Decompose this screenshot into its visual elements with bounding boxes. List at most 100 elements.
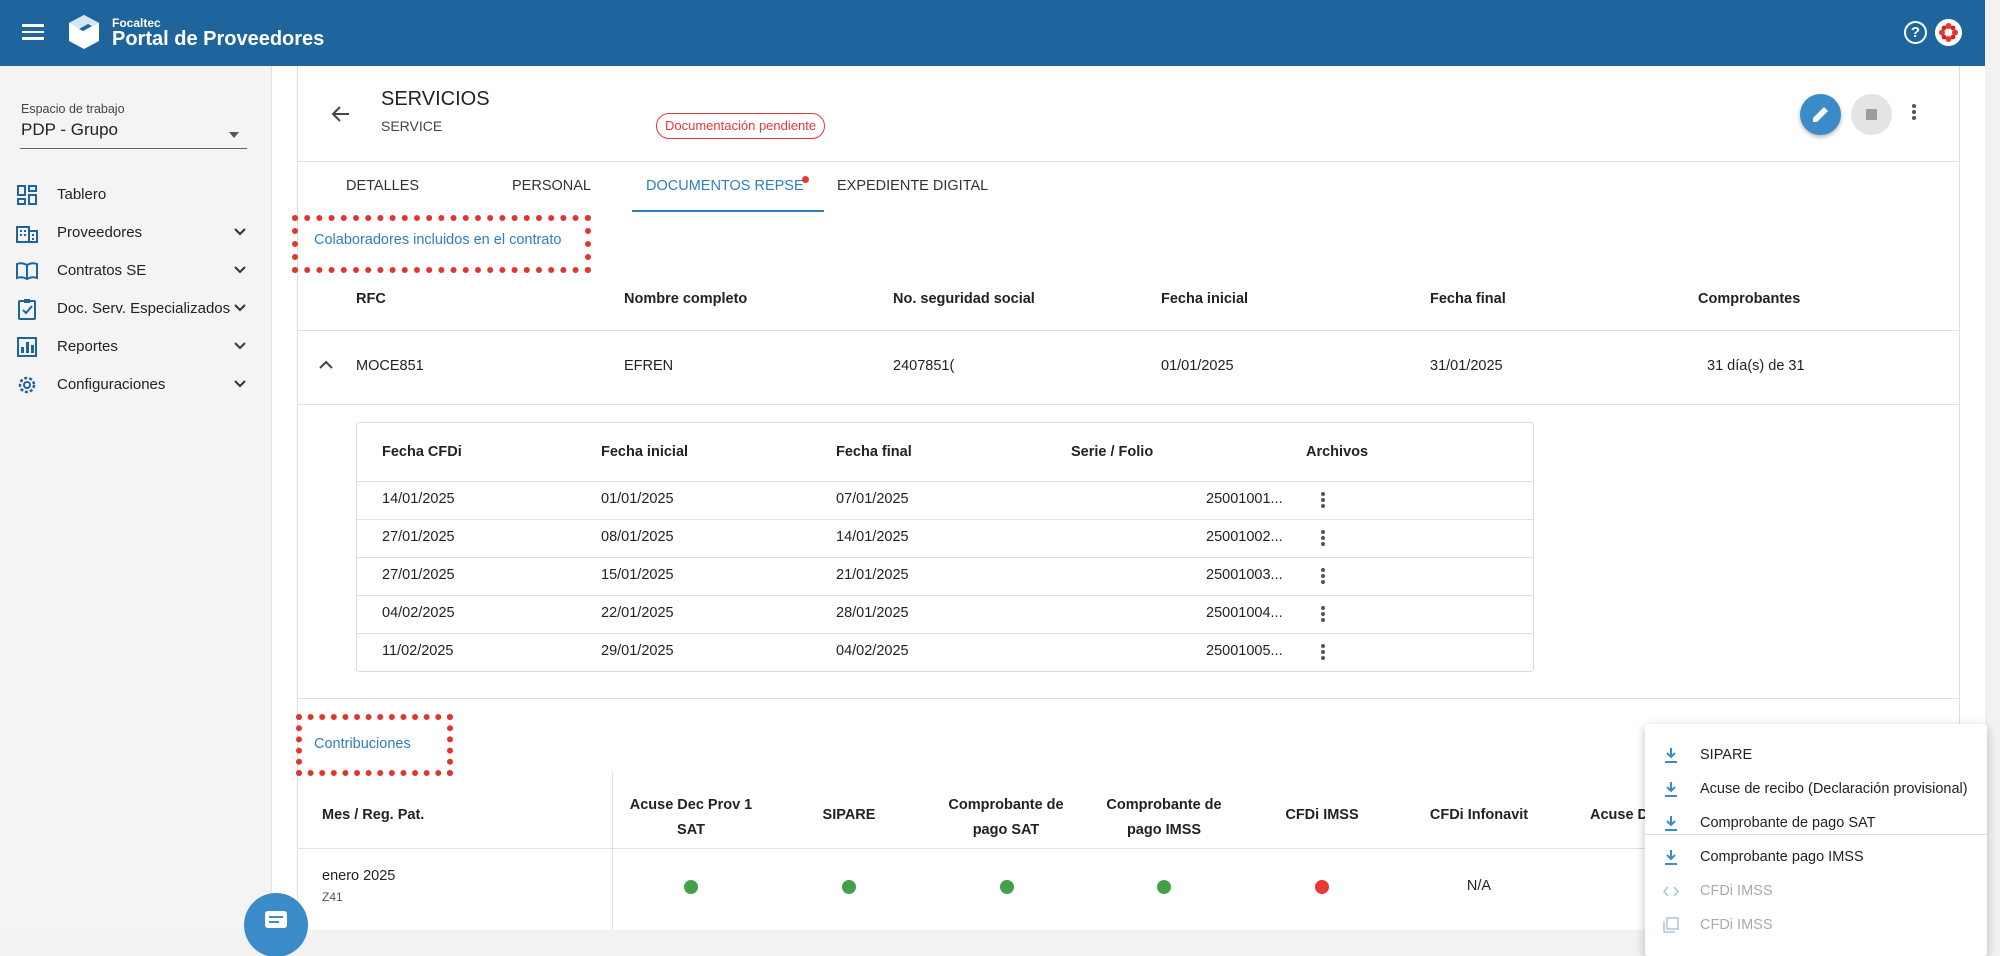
cell-fecha-final: 14/01/2025 bbox=[836, 529, 909, 545]
sidebar-item-label: Proveedores bbox=[57, 224, 143, 241]
back-arrow-icon[interactable] bbox=[330, 103, 352, 125]
row-options-icon[interactable] bbox=[1321, 568, 1325, 586]
cell-fecha-inicial: 01/01/2025 bbox=[601, 491, 674, 507]
cell-serie-folio: 25001004... bbox=[1206, 605, 1283, 621]
active-tab-indicator bbox=[632, 210, 824, 212]
status-ok-dot[interactable] bbox=[684, 880, 698, 894]
column-header-fecha-final: Fecha final bbox=[1430, 291, 1506, 307]
hamburger-menu-icon[interactable] bbox=[22, 20, 50, 44]
sidebar-item-tablero[interactable]: Tablero bbox=[0, 176, 272, 214]
cell-fecha-final: 07/01/2025 bbox=[836, 491, 909, 507]
tab-documentos-repse[interactable]: DOCUMENTOS REPSE bbox=[646, 178, 804, 194]
column-header-archivos: Archivos bbox=[1306, 444, 1369, 460]
notification-dot bbox=[802, 176, 809, 183]
sidebar-item-label: Reportes bbox=[57, 338, 118, 355]
window-scrollbar bbox=[1985, 0, 2000, 956]
workspace-value: PDP - Grupo bbox=[21, 120, 119, 139]
sidebar-item-configuraciones[interactable]: Configuraciones bbox=[0, 366, 272, 404]
code-icon bbox=[1663, 886, 1679, 897]
more-options-icon[interactable] bbox=[1912, 104, 1918, 126]
header-line: Comprobante de bbox=[948, 797, 1064, 813]
divider bbox=[1645, 834, 1987, 835]
menu-item-sipare[interactable]: SIPARE bbox=[1645, 739, 1987, 772]
chevron-down-icon bbox=[234, 380, 246, 388]
sidebar-item-label: Tablero bbox=[57, 186, 107, 203]
status-error-dot[interactable] bbox=[1315, 880, 1329, 894]
column-header-nombre: Nombre completo bbox=[624, 291, 748, 307]
menu-item-label: SIPARE bbox=[1700, 747, 1753, 763]
status-badge: Documentación pendiente bbox=[656, 113, 826, 139]
cell-fecha-cfdi: 27/01/2025 bbox=[382, 567, 455, 583]
focaltec-logo-icon bbox=[69, 15, 99, 49]
sidebar-item-contratos[interactable]: Contratos SE bbox=[0, 252, 272, 290]
divider bbox=[357, 595, 1533, 596]
menu-item-comprobante-imss[interactable]: Comprobante pago IMSS bbox=[1645, 841, 1987, 874]
chevron-down-icon bbox=[234, 304, 246, 312]
sidebar-item-proveedores[interactable]: Proveedores bbox=[0, 214, 272, 252]
cell-fecha-inicial: 01/01/2025 bbox=[1161, 358, 1234, 374]
stop-icon bbox=[1866, 109, 1877, 120]
column-header-nss: No. seguridad social bbox=[893, 291, 1035, 307]
status-ok-dot[interactable] bbox=[1000, 880, 1014, 894]
gear-icon bbox=[18, 376, 36, 394]
column-header-comprobante-sat: Comprobante de pago SAT bbox=[927, 793, 1085, 843]
stop-button[interactable] bbox=[1851, 94, 1892, 135]
sidebar-item-doc-serv[interactable]: Doc. Serv. Especializados bbox=[0, 290, 272, 328]
divider bbox=[297, 404, 1960, 405]
tab-detalles[interactable]: DETALLES bbox=[346, 178, 420, 194]
menu-item-comprobante-sat[interactable]: Comprobante de pago SAT bbox=[1645, 807, 1987, 840]
download-icon bbox=[1665, 782, 1677, 797]
cell-month: enero 2025 bbox=[322, 868, 396, 884]
cell-fecha-final: 21/01/2025 bbox=[836, 567, 909, 583]
help-icon[interactable]: ? bbox=[1904, 21, 1927, 44]
menu-item-acuse-recibo[interactable]: Acuse de recibo (Declaración provisional… bbox=[1645, 773, 1987, 806]
sidebar-item-reportes[interactable]: Reportes bbox=[0, 328, 272, 366]
column-header-comprobantes: Comprobantes bbox=[1698, 291, 1801, 307]
column-header-comprobante-imss: Comprobante de pago IMSS bbox=[1085, 793, 1243, 843]
divider bbox=[357, 481, 1533, 482]
cell-serie-folio: 25001003... bbox=[1206, 567, 1283, 583]
status-ok-dot[interactable] bbox=[1157, 880, 1171, 894]
column-header-acuse-cut: Acuse D bbox=[1590, 807, 1649, 823]
tab-personal[interactable]: PERSONAL bbox=[512, 178, 591, 194]
user-avatar-icon[interactable] bbox=[1935, 19, 1962, 46]
column-header-fecha-cfdi: Fecha CFDi bbox=[382, 444, 462, 460]
cell-fecha-cfdi: 04/02/2025 bbox=[382, 605, 455, 621]
column-header-fecha-final: Fecha final bbox=[836, 444, 912, 460]
cell-serie-folio: 25001005... bbox=[1206, 643, 1283, 659]
dropdown-caret-icon bbox=[229, 132, 239, 138]
cell-fecha-final: 28/01/2025 bbox=[836, 605, 909, 621]
edit-button[interactable] bbox=[1800, 94, 1841, 135]
row-options-icon[interactable] bbox=[1321, 530, 1325, 548]
chat-button[interactable] bbox=[244, 893, 308, 956]
download-icon bbox=[1665, 816, 1677, 831]
cell-fecha-inicial: 22/01/2025 bbox=[601, 605, 674, 621]
status-ok-dot[interactable] bbox=[842, 880, 856, 894]
tab-expediente-digital[interactable]: EXPEDIENTE DIGITAL bbox=[837, 178, 989, 194]
divider bbox=[357, 633, 1533, 634]
column-divider bbox=[612, 772, 613, 930]
menu-item-label: Comprobante de pago SAT bbox=[1700, 815, 1876, 831]
cell-reg-pat: Z41 bbox=[322, 890, 343, 904]
cell-serie-folio: 25001001... bbox=[1206, 491, 1283, 507]
cell-na: N/A bbox=[1466, 878, 1492, 894]
row-options-icon[interactable] bbox=[1321, 606, 1325, 624]
header-line: pago IMSS bbox=[1126, 822, 1202, 838]
highlight-box bbox=[296, 714, 453, 776]
highlight-box bbox=[292, 215, 591, 273]
chevron-up-icon[interactable] bbox=[318, 358, 334, 372]
divider bbox=[297, 330, 1960, 331]
row-options-icon[interactable] bbox=[1321, 644, 1325, 662]
workspace-select[interactable]: PDP - Grupo bbox=[20, 118, 247, 149]
column-header-fecha-inicial: Fecha inicial bbox=[601, 444, 689, 460]
menu-item-label: Comprobante pago IMSS bbox=[1700, 849, 1864, 865]
divider bbox=[357, 519, 1533, 520]
sidebar: Espacio de trabajo PDP - Grupo Tablero P… bbox=[0, 66, 272, 930]
download-icon bbox=[1665, 850, 1677, 865]
row-options-icon[interactable] bbox=[1321, 492, 1325, 510]
menu-item-cfdi-imss-pdf: CFDi IMSS bbox=[1645, 909, 1987, 942]
bar-chart-icon bbox=[17, 337, 37, 357]
page-title: SERVICIOS bbox=[381, 88, 490, 110]
cell-comprobantes: 31 día(s) de 31 bbox=[1707, 358, 1805, 374]
column-header-sipare: SIPARE bbox=[822, 807, 876, 823]
